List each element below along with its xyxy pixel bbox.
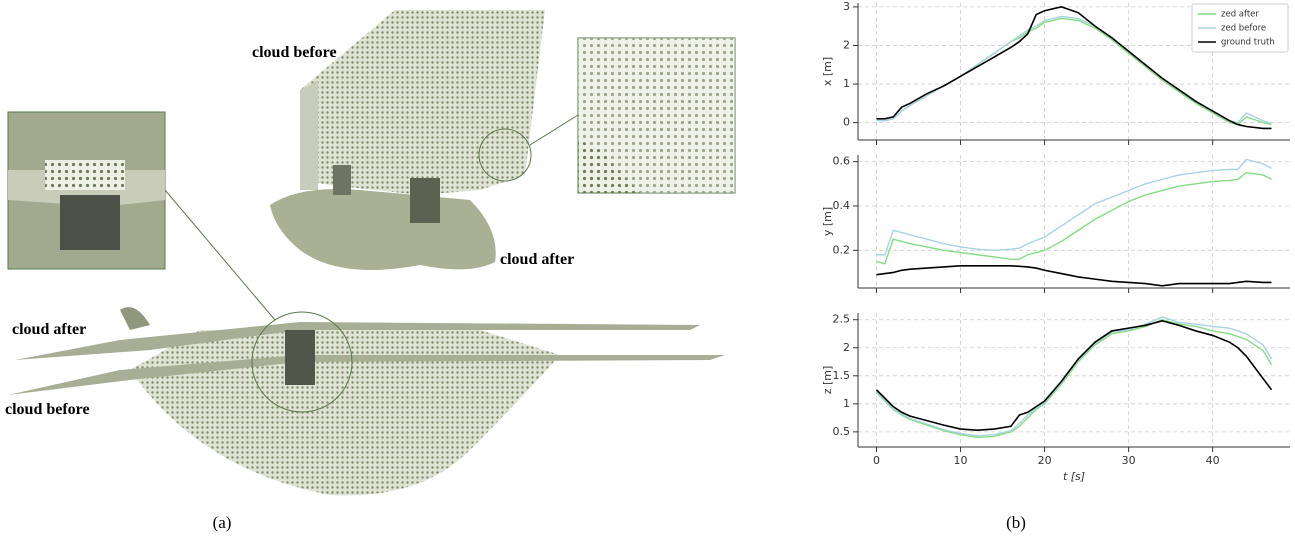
x-tick-label: 40: [1206, 454, 1220, 467]
x-tick-label: 0: [873, 454, 880, 467]
point-cloud-top: [270, 10, 735, 270]
y-tick-label: 1: [843, 77, 850, 90]
annotation: cloud after: [500, 251, 574, 268]
caption: (a): [213, 513, 232, 532]
x-tick-label: 20: [1038, 454, 1052, 467]
legend-label: ground truth: [1221, 38, 1275, 48]
y-tick-label: 0: [843, 116, 850, 129]
x-tick-label: 10: [954, 454, 968, 467]
line-series: [876, 266, 1271, 286]
y-tick-label: 0.4: [833, 199, 851, 212]
y-tick-label: 2: [843, 341, 850, 354]
y-axis-label: x [m]: [821, 57, 834, 86]
x-tick-label: 30: [1122, 454, 1136, 467]
annotation: cloud before: [5, 401, 90, 418]
figure: cloud before cloud after cloud after clo…: [0, 0, 1295, 539]
y-axis-label: z [m]: [821, 366, 834, 395]
y-tick-label: 1: [843, 397, 850, 410]
annotation: cloud after: [12, 321, 86, 338]
y-axis-label: y [m]: [821, 207, 834, 236]
line-series: [876, 320, 1271, 438]
legend-label: zed after: [1221, 10, 1259, 20]
legend: zed after zed before ground truth: [1192, 4, 1288, 52]
y-tick-label: 0.5: [833, 425, 851, 438]
annotation: cloud before: [252, 44, 337, 61]
y-tick-label: 0.2: [833, 243, 851, 256]
x-axis-label: t [s]: [1063, 470, 1085, 483]
y-tick-label: 3: [843, 0, 850, 13]
caption: (b): [1006, 513, 1026, 532]
y-tick-label: 1.5: [833, 369, 851, 382]
y-tick-label: 0.6: [833, 155, 851, 168]
y-tick-label: 2: [843, 38, 850, 51]
legend-label: zed before: [1221, 24, 1266, 34]
line-series: [876, 159, 1271, 254]
y-tick-label: 2.5: [833, 313, 851, 326]
